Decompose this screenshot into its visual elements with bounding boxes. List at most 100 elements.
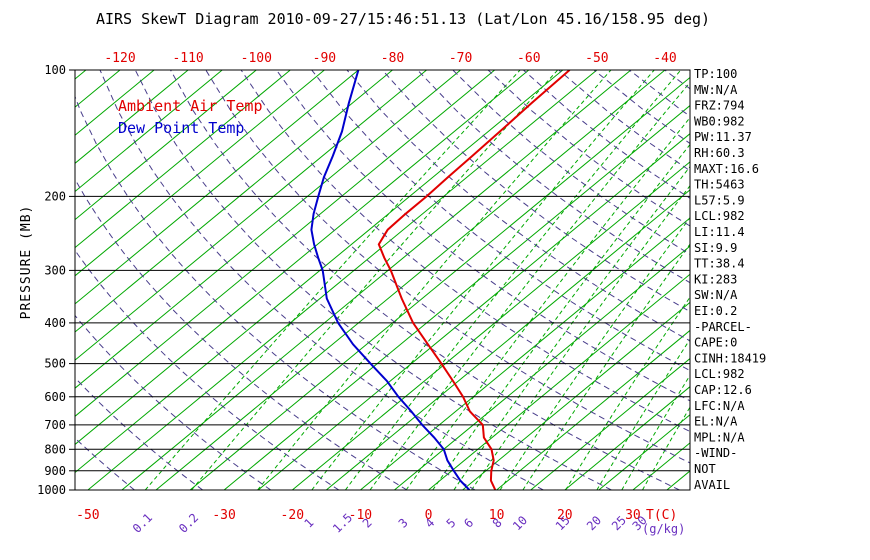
isotherm-line <box>75 70 530 446</box>
mixing-ratio-tick-label: 20 <box>584 513 604 533</box>
top-temp-tick-label: -100 <box>241 51 272 66</box>
mixing-ratio-tick-label: 1 <box>301 516 316 531</box>
stat-line: MW:N/A <box>694 83 738 97</box>
mixing-ratio-tick-label: 0.2 <box>176 511 201 536</box>
mixing-ratio-line <box>369 81 690 490</box>
stat-line: CINH:18419 <box>694 351 766 365</box>
mixing-ratio-tick-label: 10 <box>510 513 530 533</box>
stat-line: PW:11.37 <box>694 130 752 144</box>
stat-line: KI:283 <box>694 272 737 286</box>
bottom-temp-tick-label: 0 <box>425 508 433 523</box>
stat-line: LI:11.4 <box>694 225 745 239</box>
mixing-ratio-line <box>642 406 690 490</box>
isotherm-line <box>75 70 564 474</box>
top-temp-tick-label: -70 <box>449 51 472 66</box>
isotherm-line <box>75 70 223 193</box>
bottom-temp-tick-label: -50 <box>76 508 99 523</box>
mixing-ratio-line <box>191 70 559 490</box>
dry-adiabat-line <box>134 70 612 490</box>
stat-line: FRZ:794 <box>694 99 745 113</box>
dry-adiabat-line <box>770 70 870 490</box>
mixing-ratio-line <box>144 70 521 490</box>
dry-adiabat-line <box>735 70 870 490</box>
stat-line: -PARCEL- <box>694 320 752 334</box>
isotherm-line <box>394 245 690 490</box>
isotherm-line <box>75 70 461 389</box>
isotherm-line <box>75 70 325 277</box>
plot-border <box>74 69 691 491</box>
pressure-tick-label: 500 <box>44 357 66 371</box>
isotherm-line <box>496 329 690 490</box>
temp-unit-label: T(C) <box>646 508 677 523</box>
isotherm-line <box>75 70 257 221</box>
mixing-ratio-tick-label: 6 <box>461 516 476 531</box>
bottom-temp-tick-label: 10 <box>489 508 505 523</box>
isotherm-line <box>75 70 427 361</box>
pressure-tick-label: 200 <box>44 189 66 203</box>
top-temp-tick-label: -40 <box>653 51 676 66</box>
background-grid-lines <box>75 70 870 490</box>
isotherm-line <box>598 414 690 490</box>
dry-adiabat-line <box>75 314 272 490</box>
isotherm-line <box>87 70 598 490</box>
dry-adiabat-line <box>75 376 203 490</box>
pressure-tick-label: 300 <box>44 263 66 277</box>
mixing-ratio-tick-label: 3 <box>396 516 411 531</box>
pressure-tick-label: 600 <box>44 390 66 404</box>
isotherm-line <box>462 301 690 490</box>
top-temp-tick-label: -80 <box>381 51 404 66</box>
dry-adiabat-line <box>417 70 690 284</box>
dry-adiabat-line <box>75 178 408 490</box>
top-temp-tick-label: -50 <box>585 51 608 66</box>
dry-adiabat-line <box>806 70 870 490</box>
isotherm-line <box>121 70 632 490</box>
stat-line: MPL:N/A <box>694 430 745 444</box>
mixing-ratio-line <box>621 374 690 490</box>
stat-line: MAXT:16.6 <box>694 162 759 176</box>
mixing-ratio-line <box>453 165 690 490</box>
isotherm-line <box>189 76 690 490</box>
mixing-ratio-line <box>471 184 690 490</box>
stat-line: LCL:982 <box>694 367 745 381</box>
mixing-ratio-line <box>565 296 690 490</box>
bottom-temp-tick-label: 30 <box>625 508 641 523</box>
mixing-ratio-unit-label: (g/kg) <box>642 522 685 536</box>
bottom-temp-tick-label: -30 <box>212 508 235 523</box>
dry-adiabat-line <box>170 70 680 490</box>
dry-adiabat-line <box>205 70 690 464</box>
dry-adiabat-line <box>75 249 340 490</box>
stat-line: TH:5463 <box>694 178 745 192</box>
isotherm-line <box>530 357 690 490</box>
stat-line: LFC:N/A <box>694 399 745 413</box>
stat-line: CAPE:0 <box>694 336 737 350</box>
pressure-tick-label: 100 <box>44 63 66 77</box>
top-temp-tick-label: -90 <box>313 51 336 66</box>
isotherm-line <box>75 70 393 333</box>
dry-adiabat-line <box>99 70 544 490</box>
dry-adiabat-line <box>75 437 135 490</box>
bottom-temp-tick-label: 20 <box>557 508 573 523</box>
stat-line: LCL:982 <box>694 209 745 223</box>
stat-line: SI:9.9 <box>694 241 737 255</box>
pressure-tick-label: 900 <box>44 464 66 478</box>
top-temp-tick-label: -110 <box>172 51 203 66</box>
dry-adiabat-line <box>381 70 690 313</box>
mixing-ratio-tick-label: 5 <box>444 516 459 531</box>
isotherm-line <box>564 386 690 490</box>
pressure-tick-label: 700 <box>44 418 66 432</box>
top-temp-tick-label: -60 <box>517 51 540 66</box>
dry-adiabat-line <box>487 70 690 227</box>
mixing-ratio-line <box>499 216 690 490</box>
isotherm-line <box>325 189 690 490</box>
isotherm-line <box>75 70 496 417</box>
mixing-ratio-line <box>311 70 655 490</box>
dry-adiabat-line <box>452 70 690 255</box>
mixing-ratio-line <box>405 116 690 490</box>
stat-line: TP:100 <box>694 67 737 81</box>
stat-line: RH:60.3 <box>694 146 745 160</box>
isotherm-line <box>155 70 666 490</box>
dry-adiabat-line <box>841 70 870 490</box>
stat-line: CAP:12.6 <box>694 383 752 397</box>
pressure-tick-label: 400 <box>44 316 66 330</box>
